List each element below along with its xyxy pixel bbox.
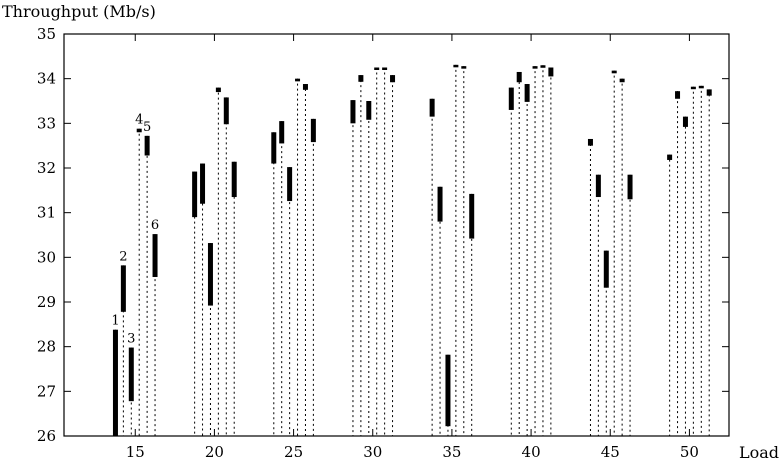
bar-label: 4 bbox=[135, 113, 143, 128]
range-bar bbox=[611, 70, 617, 74]
range-bar bbox=[120, 265, 126, 312]
x-tick-label: 50 bbox=[680, 443, 699, 461]
range-bar bbox=[200, 163, 206, 204]
range-bar bbox=[508, 87, 514, 110]
y-tick-label: 33 bbox=[37, 114, 56, 132]
x-tick-label: 15 bbox=[126, 443, 145, 461]
range-bar bbox=[675, 91, 681, 99]
range-bar bbox=[112, 329, 118, 436]
range-bars bbox=[112, 64, 712, 436]
range-bar bbox=[215, 87, 221, 93]
x-tick-label: 20 bbox=[205, 443, 224, 461]
plot-area bbox=[63, 33, 730, 437]
range-bar bbox=[390, 75, 396, 83]
y-tick-label: 31 bbox=[37, 204, 56, 222]
y-tick-label: 29 bbox=[37, 293, 56, 311]
bar-label: 2 bbox=[119, 249, 127, 264]
range-bar bbox=[302, 84, 308, 90]
y-tick-label: 27 bbox=[37, 382, 56, 400]
x-tick-label: 30 bbox=[363, 443, 382, 461]
range-bar bbox=[136, 128, 142, 133]
range-bar bbox=[627, 174, 633, 200]
range-bar bbox=[532, 66, 538, 69]
y-tick-label: 35 bbox=[37, 25, 56, 43]
range-bar bbox=[469, 193, 475, 239]
range-bar bbox=[690, 86, 696, 90]
range-bar bbox=[207, 243, 213, 306]
range-bar bbox=[429, 98, 435, 117]
x-tick-label: 25 bbox=[284, 443, 303, 461]
range-bar bbox=[619, 78, 625, 83]
range-bar bbox=[445, 354, 451, 427]
range-bar bbox=[350, 100, 356, 124]
x-tick-label: 45 bbox=[601, 443, 620, 461]
range-bar bbox=[548, 67, 554, 77]
range-bar bbox=[366, 101, 372, 120]
range-bar bbox=[453, 64, 459, 68]
range-bar bbox=[287, 167, 293, 202]
range-bar bbox=[144, 135, 150, 156]
dotted-guides bbox=[114, 64, 710, 436]
range-bar bbox=[540, 65, 546, 68]
range-bar bbox=[461, 66, 467, 69]
range-bar bbox=[310, 118, 316, 143]
range-bar bbox=[382, 67, 388, 70]
range-bar bbox=[223, 97, 229, 125]
range-bar bbox=[374, 67, 380, 70]
range-bar bbox=[667, 154, 673, 160]
y-tick-label: 32 bbox=[37, 159, 56, 177]
x-tick-label: 40 bbox=[522, 443, 541, 461]
range-bar bbox=[231, 161, 237, 198]
y-tick-label: 30 bbox=[37, 248, 56, 266]
range-bar bbox=[524, 84, 530, 102]
range-bar bbox=[682, 116, 688, 127]
bar-label: 5 bbox=[143, 120, 151, 135]
range-bar bbox=[603, 250, 609, 288]
range-bar bbox=[706, 89, 712, 96]
range-bar bbox=[358, 75, 364, 82]
range-bar bbox=[152, 234, 158, 277]
y-tick-label: 28 bbox=[37, 338, 56, 356]
bar-label: 1 bbox=[111, 314, 119, 329]
bar-label: 3 bbox=[127, 332, 135, 347]
range-bar bbox=[595, 174, 601, 198]
bar-labels: 1 2 3 4 5 6 bbox=[111, 113, 159, 347]
range-bar bbox=[279, 121, 285, 144]
x-tick-label: 35 bbox=[442, 443, 461, 461]
y-tick-label: 26 bbox=[37, 427, 56, 445]
range-bar bbox=[128, 347, 134, 402]
range-bar bbox=[698, 85, 704, 89]
range-bar bbox=[437, 186, 443, 222]
x-axis-label: Load bbox=[739, 443, 779, 462]
range-bar bbox=[192, 171, 198, 218]
range-bar bbox=[295, 78, 301, 82]
range-bar bbox=[516, 71, 522, 83]
plot-frame bbox=[63, 33, 730, 437]
range-bar bbox=[271, 132, 277, 164]
bar-label: 6 bbox=[151, 218, 159, 233]
y-axis-label: Throughput (Mb/s) bbox=[2, 2, 156, 21]
y-tick-label: 34 bbox=[37, 70, 56, 88]
range-bar bbox=[587, 138, 593, 146]
